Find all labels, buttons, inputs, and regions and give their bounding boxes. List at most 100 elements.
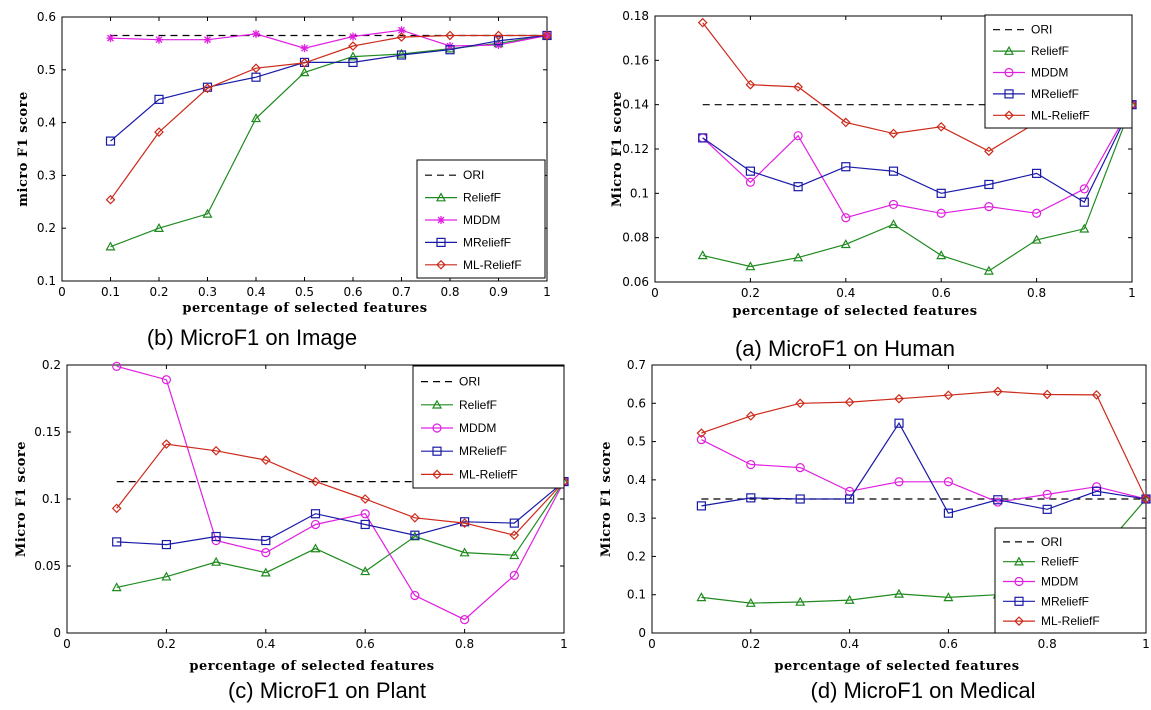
chart-caption: (b) MicroF1 on Image bbox=[147, 325, 357, 350]
data-point bbox=[696, 592, 707, 602]
data-point bbox=[445, 45, 455, 55]
x-tick-label: 1 bbox=[1128, 286, 1136, 300]
y-tick-label: 0.4 bbox=[37, 116, 56, 130]
data-point bbox=[211, 556, 222, 566]
data-point bbox=[993, 495, 1003, 505]
legend-label: MReliefF bbox=[1031, 87, 1079, 101]
data-point bbox=[252, 29, 260, 38]
legend-label: ORI bbox=[1031, 23, 1052, 37]
data-point bbox=[396, 48, 407, 58]
data-point bbox=[943, 508, 954, 518]
legend-label: ORI bbox=[459, 375, 480, 389]
data-point bbox=[347, 51, 359, 61]
data-point bbox=[745, 597, 756, 607]
legend-label: ReliefF bbox=[1031, 44, 1069, 58]
legend-label: ML-ReliefF bbox=[463, 258, 522, 272]
y-tick-label: 0.3 bbox=[627, 511, 646, 525]
data-point bbox=[795, 398, 806, 409]
data-point bbox=[1079, 184, 1089, 194]
y-tick-label: 0.18 bbox=[622, 9, 649, 23]
y-tick-label: 0.2 bbox=[37, 221, 56, 235]
y-tick-label: 0.6 bbox=[37, 10, 56, 24]
data-point bbox=[983, 265, 994, 275]
series-line bbox=[701, 439, 1147, 503]
chart-panel-bottom-right: 0 0.2 0.4 0.6 0.8 1 0 0.1 0.2 0.3 0.4 0.5 0.6 0.7 perc… bbox=[599, 358, 1151, 703]
data-point bbox=[745, 79, 756, 90]
data-point bbox=[1091, 486, 1102, 496]
y-tick-label: 0.1 bbox=[630, 186, 649, 200]
data-point bbox=[841, 162, 851, 172]
series-mddm bbox=[698, 100, 1137, 223]
data-point bbox=[1042, 489, 1052, 500]
legend-label: MDDM bbox=[463, 213, 500, 227]
series-line bbox=[116, 481, 565, 588]
x-tick-label: 0.2 bbox=[157, 637, 176, 651]
legend-label: ML-ReliefF bbox=[1041, 614, 1100, 628]
data-point bbox=[348, 57, 358, 68]
legend-label: ReliefF bbox=[463, 191, 501, 205]
data-point bbox=[360, 519, 370, 530]
data-point bbox=[105, 241, 116, 251]
data-point bbox=[795, 494, 805, 504]
data-point bbox=[260, 455, 271, 465]
data-point bbox=[793, 252, 804, 262]
data-point bbox=[202, 83, 213, 94]
data-point bbox=[936, 121, 947, 132]
y-tick-label: 0.15 bbox=[34, 425, 61, 439]
y-tick-label: 0.12 bbox=[622, 142, 649, 156]
y-tick-label: 0.05 bbox=[34, 559, 61, 573]
y-tick-label: 0.6 bbox=[627, 396, 646, 410]
x-tick-label: 0.4 bbox=[246, 285, 265, 299]
data-point bbox=[984, 179, 994, 190]
data-point bbox=[360, 494, 371, 504]
data-point bbox=[396, 32, 407, 42]
chart-panel-top-left: 0 0.1 0.2 0.3 0.4 0.5 0.6 0.7 0.8 0.9 10.10.20.30.… bbox=[16, 10, 553, 350]
data-point bbox=[509, 570, 519, 580]
data-point bbox=[746, 493, 756, 503]
data-point bbox=[840, 239, 851, 249]
x-tick-label: 0.2 bbox=[741, 637, 760, 651]
data-point bbox=[349, 32, 357, 41]
data-point bbox=[696, 428, 707, 438]
data-point bbox=[161, 375, 171, 385]
data-point bbox=[840, 117, 851, 128]
legend-marker bbox=[432, 469, 442, 480]
legend: ORI ReliefF MDDM MReliefF ML-ReliefF bbox=[412, 365, 565, 489]
data-point bbox=[155, 35, 163, 44]
legend-label: ReliefF bbox=[459, 398, 497, 412]
legend-box bbox=[984, 14, 1133, 129]
x-axis-label: percentage of selected features bbox=[774, 659, 1019, 674]
legend-label: MDDM bbox=[1031, 66, 1068, 80]
data-point bbox=[261, 547, 271, 558]
x-tick-label: 0.6 bbox=[356, 637, 375, 651]
data-point bbox=[844, 494, 855, 504]
data-point bbox=[445, 30, 455, 41]
data-point bbox=[111, 503, 122, 514]
x-axis-label: percentage of selected features bbox=[189, 659, 434, 674]
data-point bbox=[1031, 168, 1042, 178]
data-point bbox=[943, 390, 954, 401]
legend: ORI ReliefF MDDM MReliefF ML-ReliefF bbox=[416, 159, 546, 279]
legend-label: ML-ReliefF bbox=[1031, 108, 1090, 122]
legend-marker bbox=[436, 237, 446, 247]
data-point bbox=[888, 219, 899, 229]
x-tick-label: 0 bbox=[63, 637, 71, 651]
data-point bbox=[696, 501, 707, 511]
x-tick-label: 1 bbox=[543, 285, 551, 299]
legend-marker bbox=[1004, 89, 1014, 99]
data-point bbox=[261, 535, 271, 546]
data-point bbox=[299, 58, 310, 68]
data-point bbox=[509, 550, 520, 560]
series-line bbox=[110, 34, 548, 142]
chart-caption: (d) MicroF1 on Medical bbox=[811, 678, 1036, 703]
legend-label: ReliefF bbox=[1041, 555, 1079, 569]
y-tick-label: 0 bbox=[638, 626, 646, 640]
data-point bbox=[943, 477, 954, 487]
data-point bbox=[360, 509, 370, 519]
data-point bbox=[310, 509, 321, 519]
data-point bbox=[161, 571, 172, 581]
x-tick-label: 0 bbox=[58, 285, 66, 299]
chart-panel-top-right: 0 0.2 0.4 0.6 0.8 1 0.06 0.08 0.1 0.12 0.14 0.16 0.1… bbox=[610, 9, 1138, 361]
data-point bbox=[894, 393, 904, 404]
